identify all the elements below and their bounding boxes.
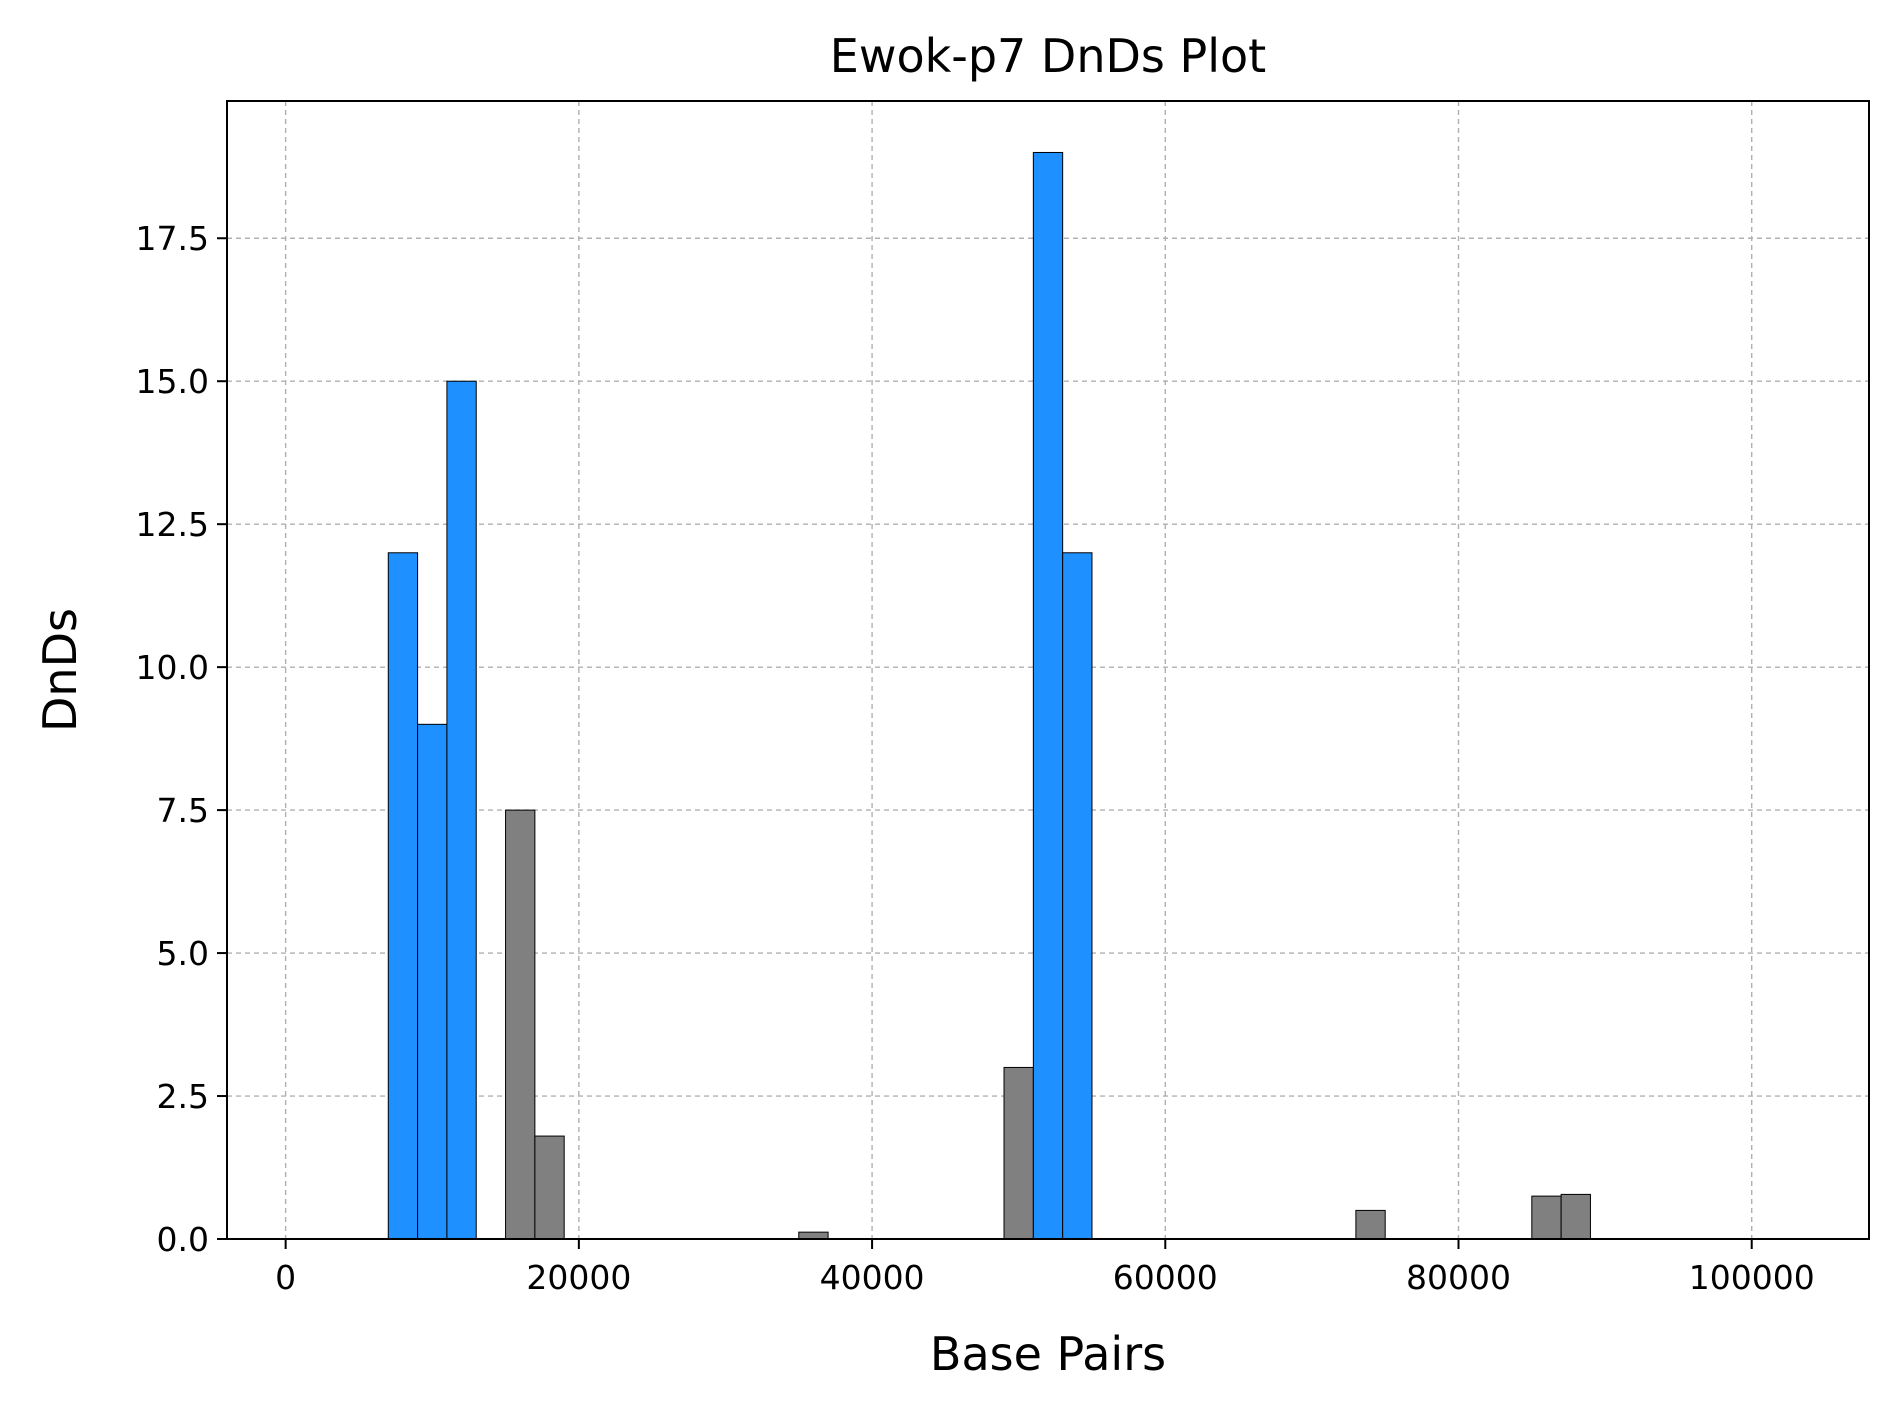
x-tick-label: 0 xyxy=(275,1258,296,1297)
bar-15000 xyxy=(505,809,536,1240)
bar-35000 xyxy=(798,1231,829,1240)
y-tick-label: 2.5 xyxy=(157,1077,209,1116)
y-tick-label: 10.0 xyxy=(136,648,209,687)
bar-7000 xyxy=(387,552,419,1240)
y-tick-label: 17.5 xyxy=(136,219,209,258)
y-tick-label: 15.0 xyxy=(136,362,209,401)
x-tick-label: 20000 xyxy=(526,1258,631,1297)
plot-frame xyxy=(226,100,1870,1240)
x-tick-label: 40000 xyxy=(820,1258,925,1297)
y-tick-label: 0.0 xyxy=(157,1220,209,1259)
bar-73000 xyxy=(1355,1209,1386,1240)
y-tick-label: 7.5 xyxy=(157,791,209,830)
bar-53000 xyxy=(1062,552,1093,1240)
y-tick-label: 5.0 xyxy=(157,934,209,973)
bar-87000 xyxy=(1560,1193,1591,1240)
axis-ticks: 0 20000 40000 60000 80000 100000 0.0 2.5 5.0 7.5 1… xyxy=(136,219,1815,1297)
y-axis-label: DnDs xyxy=(33,608,87,732)
bar-11000 xyxy=(446,380,477,1240)
y-tick-label: 12.5 xyxy=(136,505,209,544)
bar-85000 xyxy=(1531,1195,1562,1240)
x-tick-label: 60000 xyxy=(1113,1258,1218,1297)
x-tick-label: 80000 xyxy=(1406,1258,1511,1297)
bar-51000 xyxy=(1032,151,1064,1240)
bar-49000 xyxy=(1003,1066,1034,1240)
bar-17000 xyxy=(534,1135,565,1240)
chart-title: Ewok-p7 DnDs Plot xyxy=(830,29,1266,83)
bars-group xyxy=(387,151,1591,1240)
bar-9000 xyxy=(417,723,448,1240)
x-axis-label: Base Pairs xyxy=(930,1327,1166,1381)
x-tick-label: 100000 xyxy=(1689,1258,1815,1297)
